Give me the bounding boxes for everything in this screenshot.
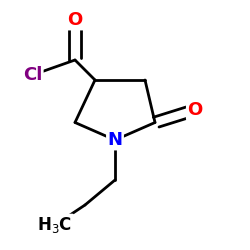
Text: N: N [108, 131, 122, 149]
Text: O: O [188, 101, 202, 119]
Text: Cl: Cl [23, 66, 42, 84]
Text: O: O [68, 11, 82, 29]
Text: H$_3$C: H$_3$C [38, 215, 72, 235]
